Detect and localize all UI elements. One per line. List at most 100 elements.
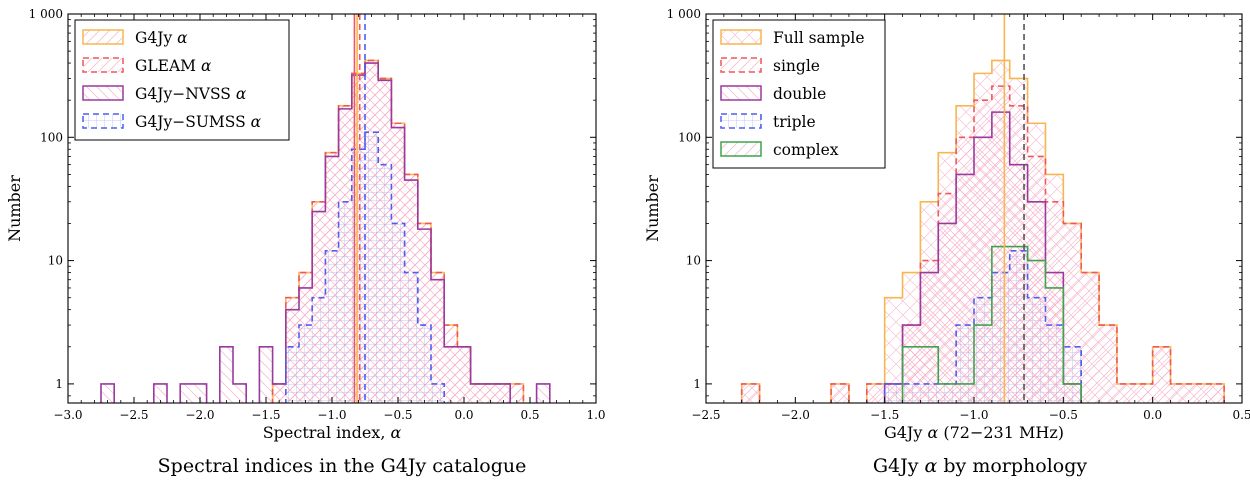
legend-swatch [82, 113, 124, 129]
bar-g4jy-sumss-22 [391, 223, 405, 403]
bar-g4jy-nvss-27 [457, 346, 471, 403]
bar-g4jy-nvss-26 [444, 346, 458, 403]
x-axis-label-symbol: α [390, 423, 401, 442]
bar-gleam-31 [510, 383, 524, 403]
legend-entry: G4Jy−SUMSS α [135, 113, 262, 131]
legend-entry-name: single [773, 57, 820, 75]
bar-complex-13 [974, 325, 992, 403]
y-tick-label: 1 [693, 377, 701, 391]
bar-complex-10 [920, 346, 939, 403]
legend-entry-name: triple [773, 113, 816, 131]
bar-single-22 [1134, 383, 1153, 403]
x-tick-label: −1.5 [870, 408, 899, 422]
bar-g4jy-nvss-12 [259, 346, 273, 403]
x-tick-label: −1.0 [959, 408, 988, 422]
bar-single-25 [1188, 383, 1207, 403]
bar-single-19 [1081, 272, 1100, 403]
bar-g4jy-sumss-25 [431, 383, 445, 403]
bar-g4jy-sumss-24 [417, 325, 431, 403]
legend-swatch [720, 141, 762, 157]
legend-swatch [720, 29, 762, 45]
bar-complex-12 [956, 383, 974, 403]
bar-triple-8 [884, 383, 903, 403]
bar-single-24 [1170, 383, 1189, 403]
bar-g4jy-nvss-30 [497, 383, 511, 403]
series-outline-2 [883, 111, 1082, 403]
bar-g4jy-sumss-23 [404, 272, 418, 403]
legend-entry-name: GLEAM [135, 57, 201, 75]
legend-swatch [720, 113, 762, 129]
bar-g4jy-nvss-10 [233, 383, 247, 403]
y-tick-label: 1 [55, 377, 63, 391]
bar-single-20 [1099, 325, 1117, 403]
bar-g4jy-sumss-14 [285, 346, 299, 403]
y-tick-label: 1 000 [29, 7, 63, 21]
bar-complex-9 [902, 346, 921, 403]
y-tick-label: 10 [48, 254, 63, 268]
legend-entry: triple [773, 113, 816, 131]
legend-swatch [82, 57, 124, 73]
left-caption: Spectral indices in the G4Jy catalogue [158, 455, 527, 477]
bar-single-26 [1206, 383, 1225, 403]
legend-entry: G4Jy−NVSS α [135, 85, 247, 103]
x-tick-label: 0.5 [520, 408, 539, 422]
bar-single-21 [1116, 383, 1135, 403]
x-tick-label: 0.5 [1232, 408, 1250, 422]
bar-g4jy-nvss-13 [272, 383, 286, 403]
bar-g4jy-nvss-28 [470, 383, 484, 403]
x-tick-label: −2.5 [119, 408, 148, 422]
legend-entry: single [773, 57, 820, 75]
x-tick-label: −0.5 [1049, 408, 1078, 422]
legend-entry-name: double [773, 85, 826, 103]
legend-entry-symbol: α [236, 85, 247, 103]
y-axis-label: Number [643, 175, 662, 242]
y-tick-label: 10 [686, 254, 701, 268]
bar-complex-16 [1027, 260, 1046, 403]
legend-swatch [720, 57, 762, 73]
y-axis-label: Number [5, 175, 24, 242]
x-tick-label: 1.0 [586, 408, 605, 422]
bar-g4jy-nvss-29 [483, 383, 497, 403]
legend-entry-name: G4Jy [135, 29, 177, 47]
bar-complex-17 [1045, 287, 1064, 403]
x-tick-label: −1.0 [317, 408, 346, 422]
legend-entry-name: Full sample [773, 29, 865, 47]
legend-entry-symbol: α [177, 29, 188, 47]
legend-entry-symbol: α [251, 113, 262, 131]
bar-g4jy-sumss-20 [365, 132, 379, 403]
series-outline-2 [100, 62, 551, 403]
legend-entry-name: G4Jy−NVSS [135, 85, 236, 103]
x-axis-label-part: G4Jy [884, 423, 928, 442]
right-caption: G4Jy α by morphology [873, 455, 1088, 477]
bar-g4jy-nvss-4 [153, 383, 167, 403]
bar-g4jy-nvss-33 [536, 383, 550, 403]
y-tick-label: 100 [40, 130, 63, 144]
bar-g4jy-nvss-25 [431, 279, 445, 403]
bar-g4jy-nvss-6 [180, 383, 194, 403]
x-axis-label: G4Jy α (72−231 MHz) [884, 423, 1064, 442]
legend-entry: double [773, 85, 826, 103]
bar-single-23 [1152, 346, 1171, 403]
bar-complex-11 [938, 383, 957, 403]
plot-area [740, 14, 1225, 403]
bar-complex-14 [991, 246, 1010, 403]
legend-entry: Full sample [773, 29, 865, 47]
plot-area [100, 14, 551, 403]
legend-swatch [82, 29, 124, 45]
x-tick-label: 0.0 [454, 408, 473, 422]
bar-single-7 [866, 383, 885, 403]
x-tick-label: 0.0 [1143, 408, 1162, 422]
legend-entry: G4Jy α [135, 29, 188, 47]
legend-entry-name: complex [773, 141, 839, 159]
x-tick-label: −0.5 [383, 408, 412, 422]
bar-g4jy-sumss-17 [325, 250, 339, 403]
x-tick-label: −2.5 [691, 408, 720, 422]
legend-swatch [720, 85, 762, 101]
bar-g4jy-sumss-16 [312, 297, 326, 403]
y-tick-label: 1 000 [667, 7, 701, 21]
x-tick-label: −1.5 [251, 408, 280, 422]
bar-complex-18 [1063, 383, 1082, 403]
series-outline-3 [285, 131, 445, 403]
legend-entry-name: G4Jy−SUMSS [135, 113, 251, 131]
